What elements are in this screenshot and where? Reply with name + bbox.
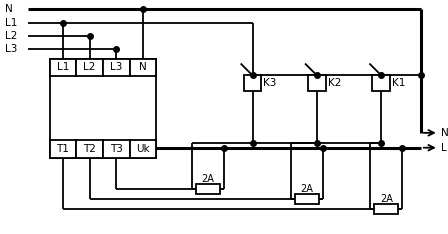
Bar (295, 194, 319, 204)
Text: T2: T2 (83, 144, 96, 154)
Text: 2A: 2A (301, 184, 314, 194)
Text: 2A: 2A (380, 194, 393, 204)
Bar (50, 140, 76, 158)
Bar (50, 58, 156, 158)
Text: L3: L3 (110, 62, 123, 73)
Bar (196, 184, 220, 194)
Text: L3: L3 (5, 44, 17, 54)
Text: T3: T3 (110, 144, 123, 154)
Bar (308, 75, 326, 91)
Bar (76, 58, 103, 76)
Bar (130, 58, 156, 76)
Text: K2: K2 (328, 78, 341, 88)
Text: L2: L2 (5, 31, 17, 41)
Text: N: N (441, 128, 448, 138)
Text: L1: L1 (57, 62, 69, 73)
Bar (50, 58, 76, 76)
Text: N: N (5, 4, 13, 14)
Bar (103, 140, 130, 158)
Text: L2: L2 (83, 62, 96, 73)
Bar (375, 204, 398, 214)
Text: N: N (139, 62, 147, 73)
Text: T1: T1 (56, 144, 69, 154)
Text: L: L (441, 143, 447, 153)
Bar (76, 140, 103, 158)
Text: K3: K3 (263, 78, 277, 88)
Bar (130, 140, 156, 158)
Bar (244, 75, 262, 91)
Text: 2A: 2A (202, 174, 215, 184)
Bar (372, 75, 390, 91)
Bar (103, 58, 130, 76)
Text: K1: K1 (392, 78, 405, 88)
Text: Uk: Uk (136, 144, 150, 154)
Text: L1: L1 (5, 18, 17, 28)
